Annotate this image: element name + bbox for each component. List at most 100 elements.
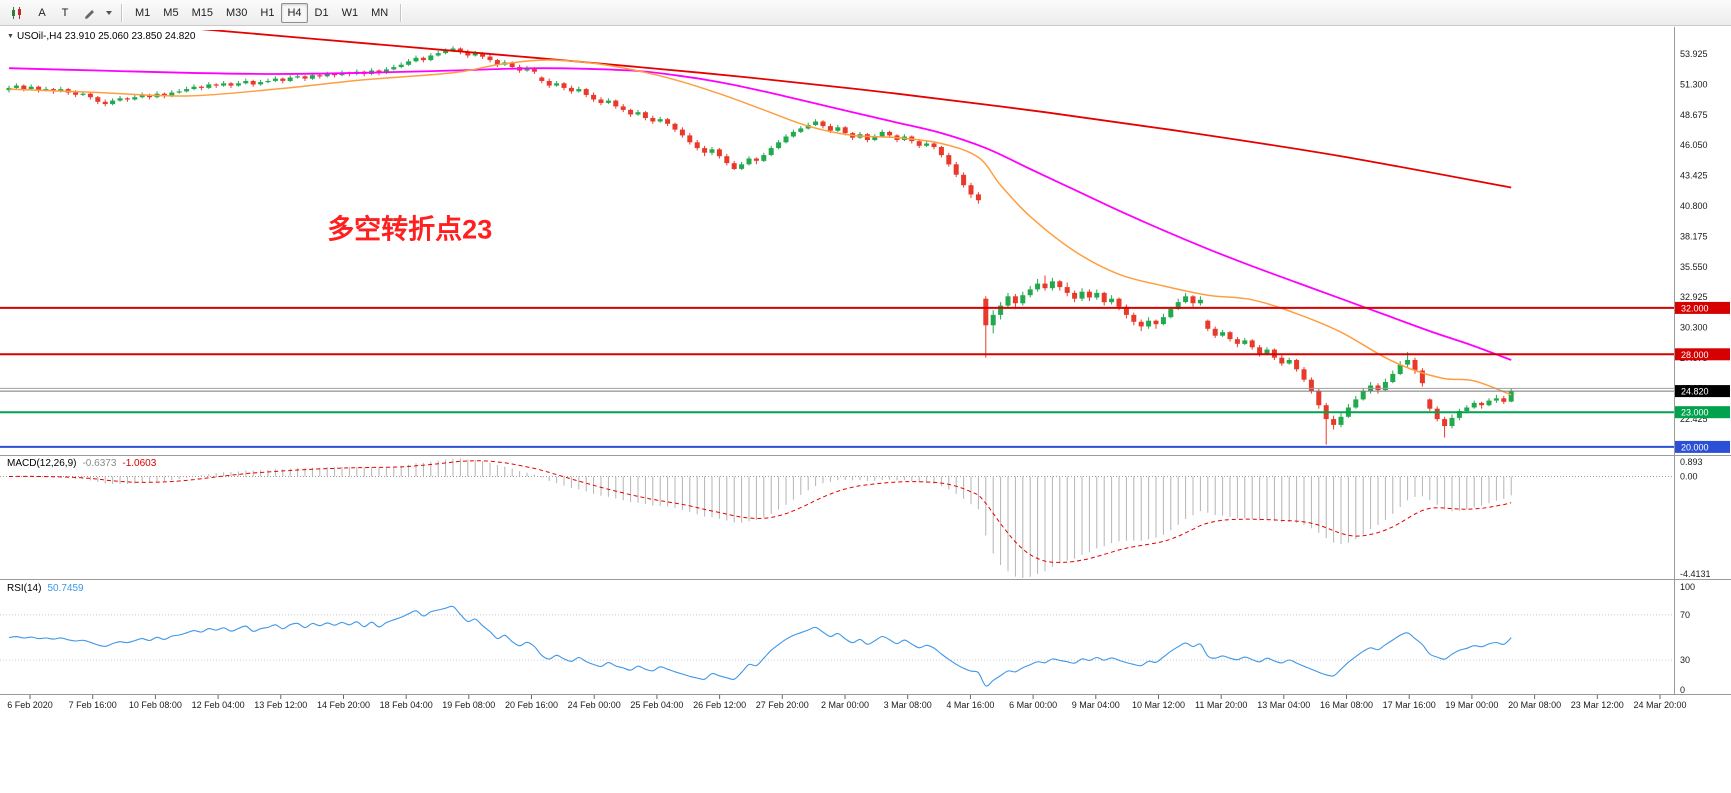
timeframe-m1[interactable]: M1 xyxy=(129,3,156,23)
time-axis-label: 10 Feb 08:00 xyxy=(129,700,182,710)
price-tick-label: 32.925 xyxy=(1680,292,1708,302)
chart-area: 多空转折点23 53.925 51.300 48.675 46.050 43.425 40.… xyxy=(0,27,1731,788)
main-chart-surface[interactable] xyxy=(0,30,1674,455)
price-flag-32.000 xyxy=(1675,301,1730,314)
time-axis-label: 12 Feb 04:00 xyxy=(192,700,245,710)
chevron-down-icon[interactable] xyxy=(103,3,115,23)
rsi-tick-label: 70 xyxy=(1680,610,1690,620)
price-flag-text: 24.820 xyxy=(1681,387,1709,397)
price-tick-label: 43.425 xyxy=(1680,171,1708,181)
price-flag-24.820 xyxy=(1675,385,1730,398)
time-axis-label: 7 Feb 16:00 xyxy=(69,700,117,710)
time-axis-label: 6 Feb 2020 xyxy=(7,700,53,710)
price-flag-text: 28.000 xyxy=(1681,350,1709,360)
time-axis-label: 25 Feb 04:00 xyxy=(630,700,683,710)
time-axis-label: 19 Feb 08:00 xyxy=(442,700,495,710)
rsi-panel xyxy=(0,605,1674,687)
toolbar-separator xyxy=(121,3,123,22)
timeframe-d1[interactable]: D1 xyxy=(309,3,335,23)
rsi-tick-label: 0 xyxy=(1680,685,1685,695)
price-tick-label: 46.050 xyxy=(1680,140,1708,150)
timeframe-m15[interactable]: M15 xyxy=(186,3,219,23)
toolbar: A T M1 M5 M15 M30 H1 H4 D1 W1 MN xyxy=(0,0,1731,26)
price-flag-28.000 xyxy=(1675,348,1730,361)
rsi-tick-label: 100 xyxy=(1680,582,1695,592)
candlestick-chart-icon xyxy=(12,6,21,19)
pencil-icon xyxy=(85,10,94,19)
time-axis-label: 23 Mar 12:00 xyxy=(1571,700,1624,710)
time-axis-label: 6 Mar 00:00 xyxy=(1009,700,1057,710)
chart-tool-button[interactable] xyxy=(4,3,30,23)
timeframe-w1[interactable]: W1 xyxy=(336,3,365,23)
rsi-value: 50.7459 xyxy=(47,583,84,594)
time-axis-label: 14 Feb 20:00 xyxy=(317,700,370,710)
rsi-panel-surface[interactable] xyxy=(0,581,1674,694)
time-axis-label: 17 Mar 16:00 xyxy=(1383,700,1436,710)
ma-line-fast[interactable] xyxy=(8,59,1512,396)
macd-tick-label: 0.00 xyxy=(1680,472,1698,482)
time-axis-label: 3 Mar 08:00 xyxy=(884,700,932,710)
macd-tick-label: 0.893 xyxy=(1680,457,1703,467)
price-flag-20.000 xyxy=(1675,440,1730,453)
time-axis-label: 20 Feb 16:00 xyxy=(505,700,558,710)
rsi-tick-label: 30 xyxy=(1680,655,1690,665)
time-axis-label: 24 Mar 20:00 xyxy=(1633,700,1686,710)
price-chart-svg[interactable]: 多空转折点23 53.925 51.300 48.675 46.050 43.425 40.… xyxy=(0,27,1731,788)
price-tick-label: 30.300 xyxy=(1680,323,1708,333)
time-axis-label: 18 Feb 04:00 xyxy=(380,700,433,710)
text-tool-button[interactable]: A xyxy=(31,3,53,23)
price-flag-text: 20.000 xyxy=(1681,442,1709,452)
time-axis-label: 13 Mar 04:00 xyxy=(1257,700,1310,710)
time-axis-label: 20 Mar 08:00 xyxy=(1508,700,1561,710)
arrow-tool-button[interactable]: T xyxy=(54,3,76,23)
time-axis-label: 9 Mar 04:00 xyxy=(1072,700,1120,710)
chart-ohlc-label: ▼ USOil-,H4 23.910 25.060 23.850 24.820 xyxy=(7,31,195,42)
macd-value: -0.6373 xyxy=(82,458,117,469)
price-tick-label: 40.800 xyxy=(1680,201,1708,211)
ohlc-values: 23.910 25.060 23.850 24.820 xyxy=(64,31,196,42)
time-axis-label: 11 Mar 20:00 xyxy=(1195,700,1247,710)
symbol-period-label: USOil-,H4 xyxy=(16,31,62,42)
price-tick-label: 35.550 xyxy=(1680,262,1708,272)
time-axis-label: 4 Mar 16:00 xyxy=(946,700,994,710)
macd-signal-value: -1.0603 xyxy=(122,458,157,469)
timeframe-m30[interactable]: M30 xyxy=(220,3,253,23)
price-tick-label: 53.925 xyxy=(1680,49,1708,59)
timeframe-h4[interactable]: H4 xyxy=(281,2,308,23)
timeframe-mn[interactable]: MN xyxy=(365,3,394,23)
time-axis-label: 19 Mar 00:00 xyxy=(1445,700,1498,710)
price-flag-23.000 xyxy=(1675,406,1730,419)
rsi-label: RSI(14) 50.7459 xyxy=(7,583,84,594)
chart-annotation-text[interactable]: 多空转折点23 xyxy=(327,213,492,244)
time-axis-label: 13 Feb 12:00 xyxy=(254,700,307,710)
rsi-line xyxy=(8,605,1512,687)
price-tick-label: 38.175 xyxy=(1680,231,1708,241)
macd-panel-surface[interactable] xyxy=(0,456,1674,578)
price-flag-text: 23.000 xyxy=(1681,408,1709,418)
time-axis-label: 16 Mar 08:00 xyxy=(1320,700,1373,710)
time-axis-label: 27 Feb 20:00 xyxy=(756,700,809,710)
toolbar-separator xyxy=(400,3,403,22)
ma-line-medium[interactable] xyxy=(8,67,1512,361)
macd-signal-line xyxy=(8,460,1512,563)
main-panel: 多空转折点23 xyxy=(0,27,1674,448)
time-axis-label: 24 Feb 00:00 xyxy=(568,700,621,710)
price-tick-label: 51.300 xyxy=(1680,79,1708,89)
macd-tick-label: -4.4131 xyxy=(1680,569,1711,579)
price-tick-label: 22.425 xyxy=(1680,414,1708,424)
time-axis-label: 10 Mar 12:00 xyxy=(1132,700,1185,710)
time-axis-label: 2 Mar 00:00 xyxy=(821,700,869,710)
price-flag-text: 32.000 xyxy=(1681,303,1709,313)
macd-name: MACD(12,26,9) xyxy=(7,458,77,469)
time-axis-label: 26 Feb 12:00 xyxy=(693,700,746,710)
ma-line-slow[interactable] xyxy=(9,27,1512,189)
draw-tool-button[interactable] xyxy=(77,3,102,23)
timeframe-h1[interactable]: H1 xyxy=(254,3,280,23)
macd-panel xyxy=(0,458,1674,578)
expand-triangle-icon[interactable]: ▼ xyxy=(7,33,14,40)
rsi-name: RSI(14) xyxy=(7,583,42,594)
price-tick-label: 48.675 xyxy=(1680,110,1708,120)
macd-label: MACD(12,26,9) -0.6373 -1.0603 xyxy=(7,458,156,469)
timeframe-m5[interactable]: M5 xyxy=(157,3,184,23)
